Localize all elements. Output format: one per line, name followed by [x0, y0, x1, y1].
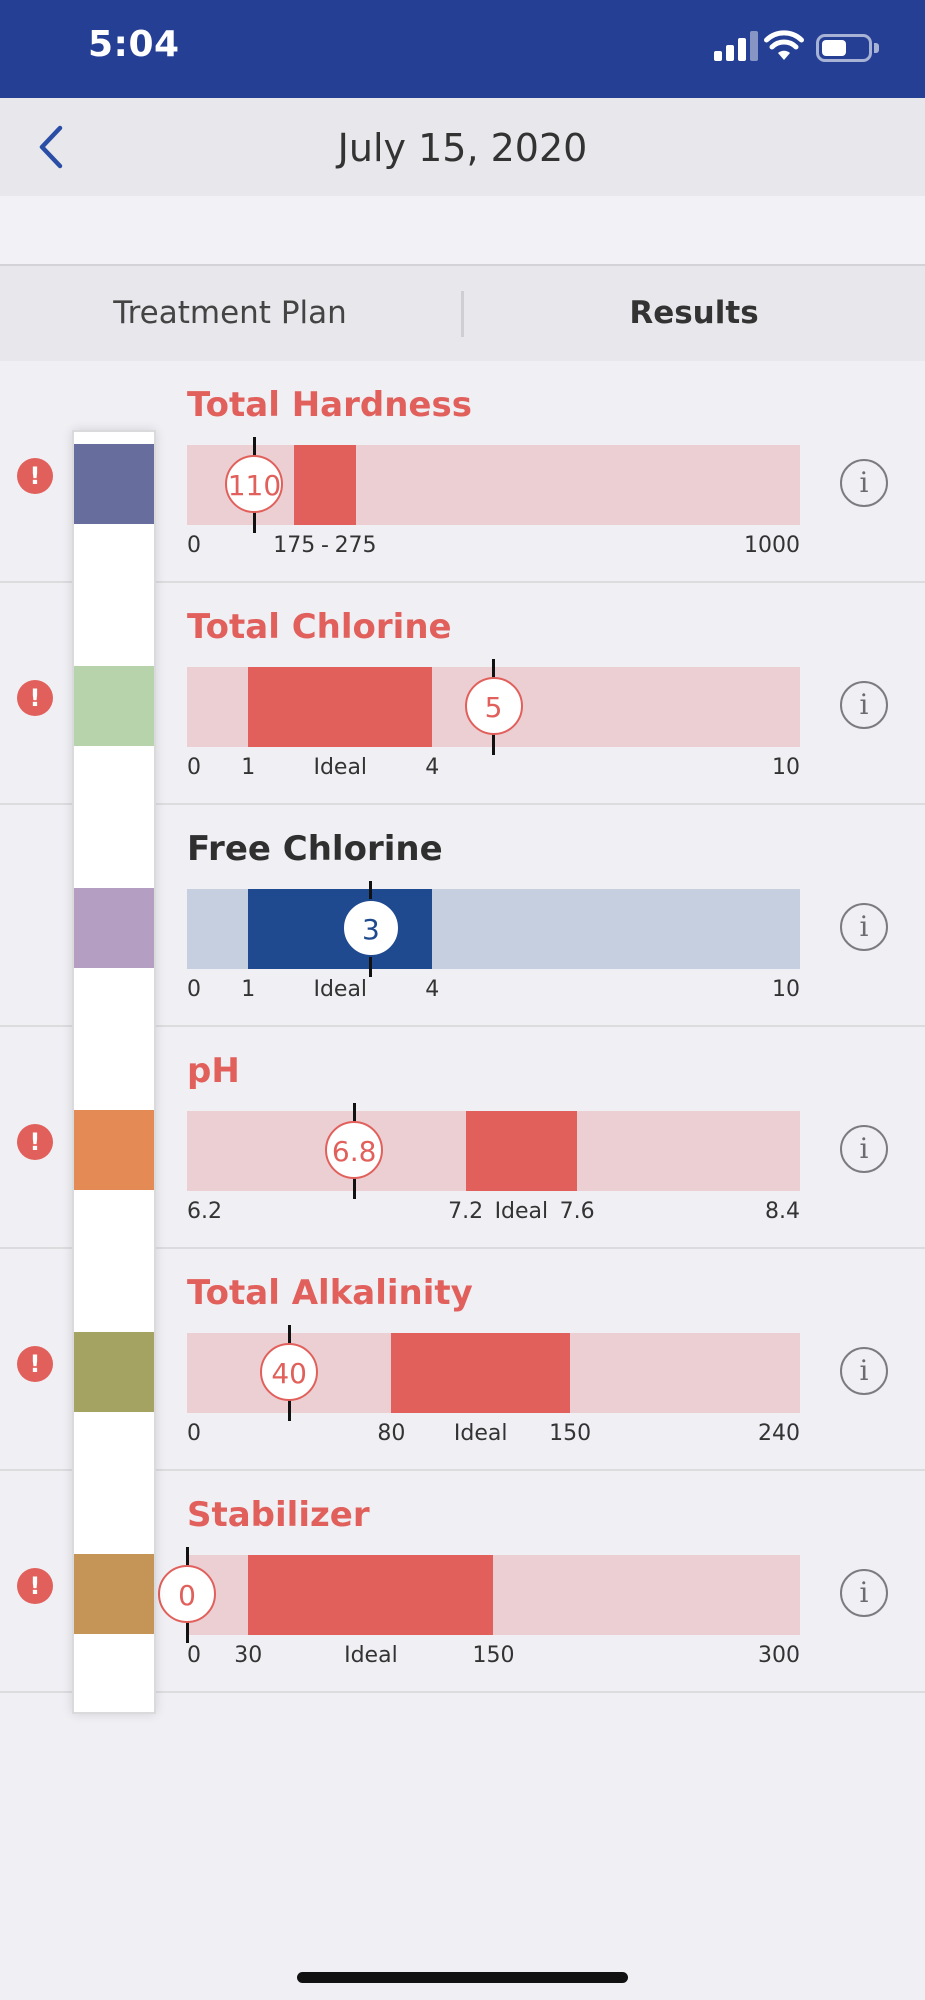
scale-label: 80 [377, 1421, 406, 1446]
ideal-range [465, 1111, 578, 1191]
scale-label: 300 [758, 1643, 800, 1668]
alert-icon: ! [17, 458, 53, 494]
result-row-total-hardness[interactable]: ! Total Hardness 110 0 175-275 1000 i [0, 361, 925, 583]
scale-label: 10 [772, 977, 800, 1002]
scale-label: 4 [425, 755, 440, 780]
strip-pad-total-chlorine [74, 666, 154, 746]
value-marker: 3 [341, 899, 400, 957]
ideal-range [391, 1333, 571, 1413]
alert-icon: ! [17, 1568, 53, 1604]
ideal-range [248, 889, 433, 969]
value-marker: 6.8 [325, 1121, 384, 1179]
scale-label: 0 [187, 977, 201, 1002]
scale-label: 10 [772, 755, 800, 780]
info-icon[interactable]: i [840, 681, 888, 729]
back-chevron-icon[interactable] [30, 120, 80, 174]
scale-label: 0 [187, 533, 201, 558]
scale-label: - [320, 533, 329, 558]
result-row-ph[interactable]: ! pH 6.8 6.2 7.2 Ideal 7.6 8.4 i [0, 1027, 925, 1249]
parameter-name: Free Chlorine [187, 829, 443, 869]
info-icon[interactable]: i [840, 903, 888, 951]
strip-pad-total-alkalinity [74, 1332, 154, 1412]
test-strip [72, 430, 156, 1714]
scale-label: 8.4 [765, 1199, 800, 1224]
strip-pad-total-hardness [74, 444, 154, 524]
info-icon[interactable]: i [840, 1569, 888, 1617]
range-bar: 40 [187, 1325, 800, 1421]
scale-label: 7.6 [559, 1199, 595, 1224]
result-row-stabilizer[interactable]: ! Stabilizer 0 0 30 Ideal 150 300 i [0, 1471, 925, 1693]
result-row-free-chlorine[interactable]: Free Chlorine 3 0 1 Ideal 4 10 i [0, 805, 925, 1027]
value-marker: 0 [158, 1565, 216, 1623]
value-marker: 40 [260, 1343, 319, 1401]
scale-label: 0 [187, 1643, 201, 1668]
segment-divider [461, 291, 464, 337]
scale-label: 150 [472, 1643, 515, 1668]
segmented-control: Treatment Plan Results [0, 266, 925, 361]
ideal-range [294, 445, 356, 525]
ideal-range [248, 1555, 494, 1635]
row-divider [0, 581, 925, 583]
scale-label: 0 [187, 755, 201, 780]
ideal-range [248, 667, 433, 747]
page-title: July 15, 2020 [337, 126, 588, 170]
alert-icon: ! [17, 1346, 53, 1382]
header-spacer [0, 196, 925, 266]
alert-icon: ! [17, 1124, 53, 1160]
status-bar: 5:04 [0, 0, 925, 98]
scale-label: Ideal [453, 1421, 508, 1446]
row-divider [0, 1247, 925, 1249]
wifi-icon [764, 30, 804, 60]
scale-label: 150 [549, 1421, 592, 1446]
scale-label: 240 [758, 1421, 800, 1446]
value-marker: 110 [225, 455, 284, 513]
scale-label: 4 [425, 977, 440, 1002]
value-marker: 5 [464, 677, 523, 735]
range-bar: 5 [187, 659, 800, 755]
row-divider [0, 803, 925, 805]
result-row-total-alkalinity[interactable]: ! Total Alkalinity 40 0 80 Ideal 150 240 i [0, 1249, 925, 1471]
strip-pad-stabilizer [74, 1554, 154, 1634]
battery-cap [874, 43, 879, 53]
info-icon[interactable]: i [840, 1347, 888, 1395]
scale-label: Ideal [494, 1199, 549, 1224]
battery-icon [816, 34, 872, 62]
parameter-name: Total Hardness [187, 385, 472, 425]
scale-label: 1000 [744, 533, 800, 558]
scale-label: 7.2 [448, 1199, 484, 1224]
parameter-name: Total Chlorine [187, 607, 452, 647]
strip-pad-free-chlorine [74, 888, 154, 968]
status-time: 5:04 [88, 24, 180, 65]
strip-pad-ph [74, 1110, 154, 1190]
home-indicator [297, 1972, 628, 1983]
info-icon[interactable]: i [840, 1125, 888, 1173]
scale-label: 0 [187, 1421, 201, 1446]
scale-label: 1 [241, 977, 256, 1002]
range-bar: 3 [187, 881, 800, 977]
row-divider [0, 1469, 925, 1471]
alert-icon: ! [17, 680, 53, 716]
scale-label: 1 [241, 755, 256, 780]
scale-label: 30 [234, 1643, 263, 1668]
row-divider [0, 1691, 925, 1693]
tab-results[interactable]: Results [629, 295, 759, 331]
scale-label: 6.2 [187, 1199, 222, 1224]
scale-label: 175 [273, 533, 316, 558]
parameter-name: Total Alkalinity [187, 1273, 473, 1313]
result-row-total-chlorine[interactable]: ! Total Chlorine 5 0 1 Ideal 4 10 i [0, 583, 925, 805]
scale-label: Ideal [313, 977, 368, 1002]
range-bar: 6.8 [187, 1103, 800, 1199]
parameter-name: pH [187, 1051, 240, 1091]
info-icon[interactable]: i [840, 459, 888, 507]
scale-label: 275 [334, 533, 377, 558]
scale-label: Ideal [313, 755, 368, 780]
tab-treatment-plan[interactable]: Treatment Plan [113, 295, 347, 331]
parameter-name: Stabilizer [187, 1495, 370, 1535]
range-bar: 110 [187, 437, 800, 533]
scale-label: Ideal [344, 1643, 398, 1668]
range-bar: 0 [158, 1547, 800, 1643]
nav-bar: July 15, 2020 [0, 98, 925, 196]
row-divider [0, 1025, 925, 1027]
